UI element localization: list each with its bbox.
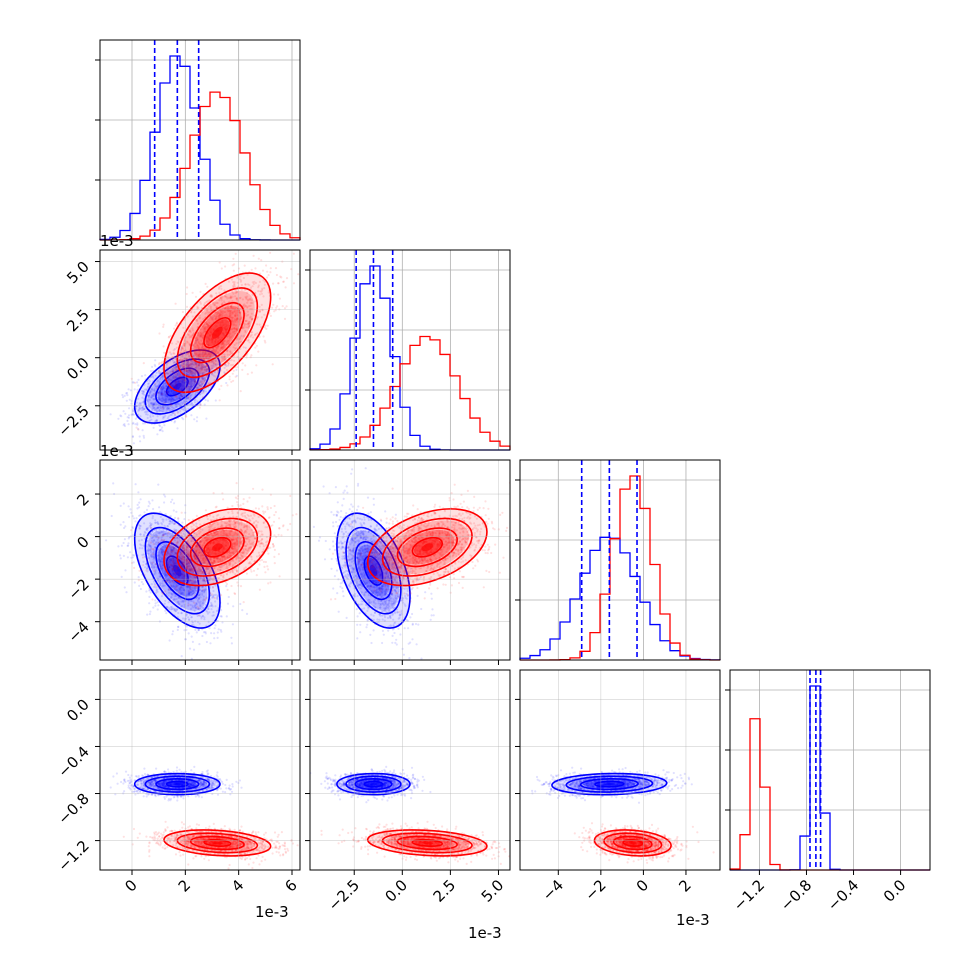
hist-panel-4 (725, 669, 931, 871)
contour-level-2 (381, 517, 473, 577)
contour-level-3 (189, 302, 245, 364)
contour-level-1 (366, 829, 488, 857)
scatter-panel-3-2 (309, 459, 511, 661)
panel-content (100, 482, 298, 660)
density-blue (133, 772, 221, 796)
panel-frame (309, 249, 511, 451)
density-red (163, 829, 272, 857)
density-red (593, 829, 672, 857)
contour-level-1 (551, 772, 668, 796)
contour-level-4 (411, 838, 444, 847)
x-offset-label-1: 1e-3 (255, 903, 289, 921)
x-offset-label-3: 1e-3 (676, 911, 710, 929)
contour-level-1 (163, 829, 272, 857)
contour-level-1 (336, 772, 411, 796)
density-level-5 (173, 382, 182, 391)
hist-panel-1 (95, 39, 301, 241)
contour-level-4 (165, 780, 189, 788)
density-level-5 (173, 564, 182, 577)
density-level-5 (421, 841, 434, 845)
panel-frame (519, 669, 721, 871)
contour-level-1 (163, 272, 272, 394)
panel-frame (99, 459, 301, 661)
hist-panel-3 (515, 459, 721, 661)
density-level-5 (603, 783, 616, 786)
y-offset-label-2: 1e-3 (100, 232, 134, 250)
density-level-5 (369, 783, 378, 786)
contour-level-4 (411, 536, 444, 558)
hist-panel-2 (305, 249, 511, 451)
contour-level-3 (396, 835, 458, 851)
contour-level-1 (163, 508, 272, 587)
panel-frame (519, 459, 721, 661)
density-level-5 (212, 841, 223, 845)
density-blue (551, 772, 668, 796)
density-level-5 (628, 841, 637, 845)
hist-red-2 (309, 335, 511, 451)
density-red (366, 508, 488, 587)
density-red (366, 829, 488, 857)
contour-level-2 (144, 775, 211, 793)
panel-frame (99, 249, 301, 451)
contour-level-4 (363, 780, 384, 788)
contour-level-4 (203, 838, 232, 847)
panel-content (108, 250, 300, 450)
contour-level-2 (565, 775, 654, 793)
scatter-panel-3-1 (99, 459, 301, 661)
contour-level-1 (366, 508, 488, 587)
y-offset-label-3: 1e-3 (100, 442, 134, 460)
density-level-5 (173, 783, 182, 786)
scatter-panel-2-1 (99, 249, 301, 451)
contour-level-3 (189, 527, 245, 568)
contour-level-4 (594, 780, 625, 788)
contour-level-3 (155, 541, 200, 601)
panel-frame (309, 459, 511, 661)
scatter-panel-4-3 (519, 669, 721, 871)
density-level-5 (421, 543, 434, 552)
contour-level-3 (396, 527, 458, 568)
density-level-5 (212, 543, 223, 552)
panel-background (100, 460, 300, 660)
contour-level-1 (133, 772, 221, 796)
contour-level-3 (354, 778, 393, 791)
density-level-5 (212, 326, 223, 339)
scatter-panel-4-2 (309, 669, 511, 871)
contour-level-2 (176, 287, 259, 379)
panel-content (312, 467, 510, 660)
panel-frame (309, 669, 511, 871)
contour-level-2 (144, 358, 211, 415)
contour-level-2 (176, 517, 259, 577)
contour-level-4 (622, 838, 644, 847)
contour-level-1 (593, 829, 672, 857)
panel-frame (99, 669, 301, 871)
x-offset-label-2: 1e-3 (468, 924, 502, 942)
contour-level-3 (612, 835, 653, 851)
panel-content (109, 765, 299, 870)
panels-layer (95, 39, 931, 871)
contour-level-2 (144, 526, 211, 615)
contour-level-3 (354, 541, 393, 601)
contour-level-4 (203, 536, 232, 558)
panel-background (310, 460, 510, 660)
panel-frame (99, 39, 301, 241)
density-blue (336, 512, 411, 629)
contour-level-2 (345, 775, 402, 793)
density-red (163, 272, 272, 394)
panel-content (531, 766, 715, 864)
hist-red-1 (99, 91, 301, 241)
density-blue (336, 772, 411, 796)
contour-level-3 (579, 778, 639, 791)
panel-content (310, 765, 510, 865)
contour-level-4 (203, 316, 232, 349)
panel-frame (729, 669, 931, 871)
scatter-panel-4-1 (99, 669, 301, 871)
contour-level-3 (189, 835, 245, 851)
contour-level-3 (155, 778, 200, 791)
density-red (163, 508, 272, 587)
